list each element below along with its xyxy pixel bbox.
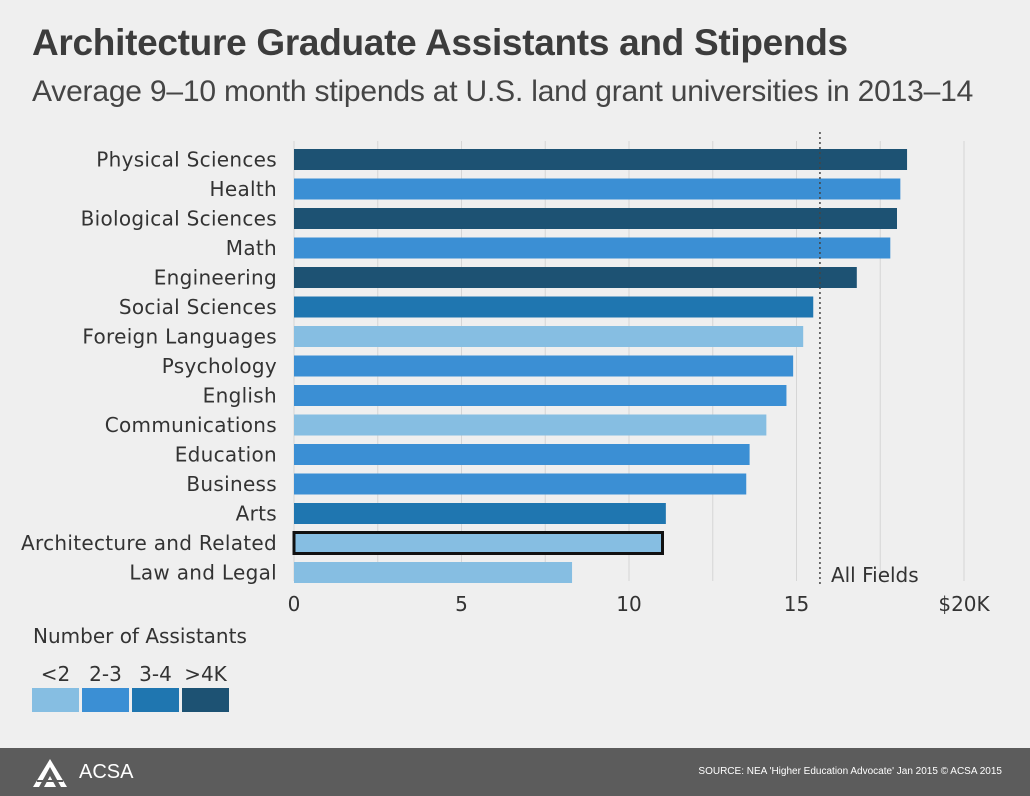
bar-highlighted: [292, 531, 664, 555]
bar: [294, 473, 747, 495]
chart-subtitle: Average 9–10 month stipends at U.S. land…: [32, 75, 974, 108]
x-tick-label: 10: [616, 592, 641, 616]
legend-title: Number of Assistants: [33, 624, 247, 648]
reference-line-label: All Fields: [831, 563, 919, 587]
category-label: Architecture and Related: [21, 531, 277, 555]
category-label: Engineering: [154, 266, 277, 290]
category-label: Social Sciences: [119, 295, 277, 319]
chart-title: Architecture Graduate Assistants and Sti…: [32, 22, 848, 63]
category-label: Health: [210, 177, 277, 201]
legend-label: 2-3: [89, 662, 122, 686]
bar: [294, 355, 794, 377]
category-label: Physical Sciences: [96, 148, 277, 172]
legend-swatch: [32, 688, 79, 712]
category-label: Math: [226, 236, 277, 260]
x-tick-label: 15: [784, 592, 809, 616]
bar: [294, 326, 804, 347]
acsa-logo-text: ACSA: [79, 761, 134, 783]
bar-chart: Physical Sciences Health Biological Scienc…: [21, 132, 991, 712]
footer-bar: ACSA SOURCE: NEA 'Higher Education Advoc…: [0, 748, 1030, 796]
bar: [294, 208, 897, 229]
legend-swatch: [182, 688, 229, 712]
category-label: Foreign Languages: [82, 325, 277, 349]
bar: [294, 385, 787, 406]
bar: [294, 149, 908, 170]
bar: [294, 503, 666, 524]
category-label: Business: [186, 472, 277, 496]
bar: [294, 178, 901, 200]
category-label: Biological Sciences: [81, 207, 277, 231]
legend-swatch: [132, 688, 179, 712]
legend-label: >4K: [184, 662, 227, 686]
bar: [294, 414, 767, 436]
category-label: Psychology: [162, 354, 277, 378]
bar: [294, 237, 891, 259]
x-tick-label: 0: [288, 592, 301, 616]
category-label: Law and Legal: [129, 561, 277, 585]
category-label: Communications: [105, 413, 277, 437]
x-tick-label: $20K: [938, 592, 990, 616]
bar: [294, 267, 857, 288]
x-tick-label: 5: [455, 592, 468, 616]
source-note: SOURCE: NEA 'Higher Education Advocate' …: [698, 766, 1002, 777]
acsa-logo-icon: [33, 759, 67, 787]
bar: [294, 296, 814, 318]
legend-swatch: [82, 688, 129, 712]
bar: [294, 562, 573, 583]
bar: [294, 444, 750, 465]
legend-label: 3-4: [139, 662, 172, 686]
category-label: Arts: [236, 502, 277, 526]
category-label: Education: [175, 443, 277, 467]
category-label: English: [203, 384, 277, 408]
legend-label: <2: [41, 662, 70, 686]
